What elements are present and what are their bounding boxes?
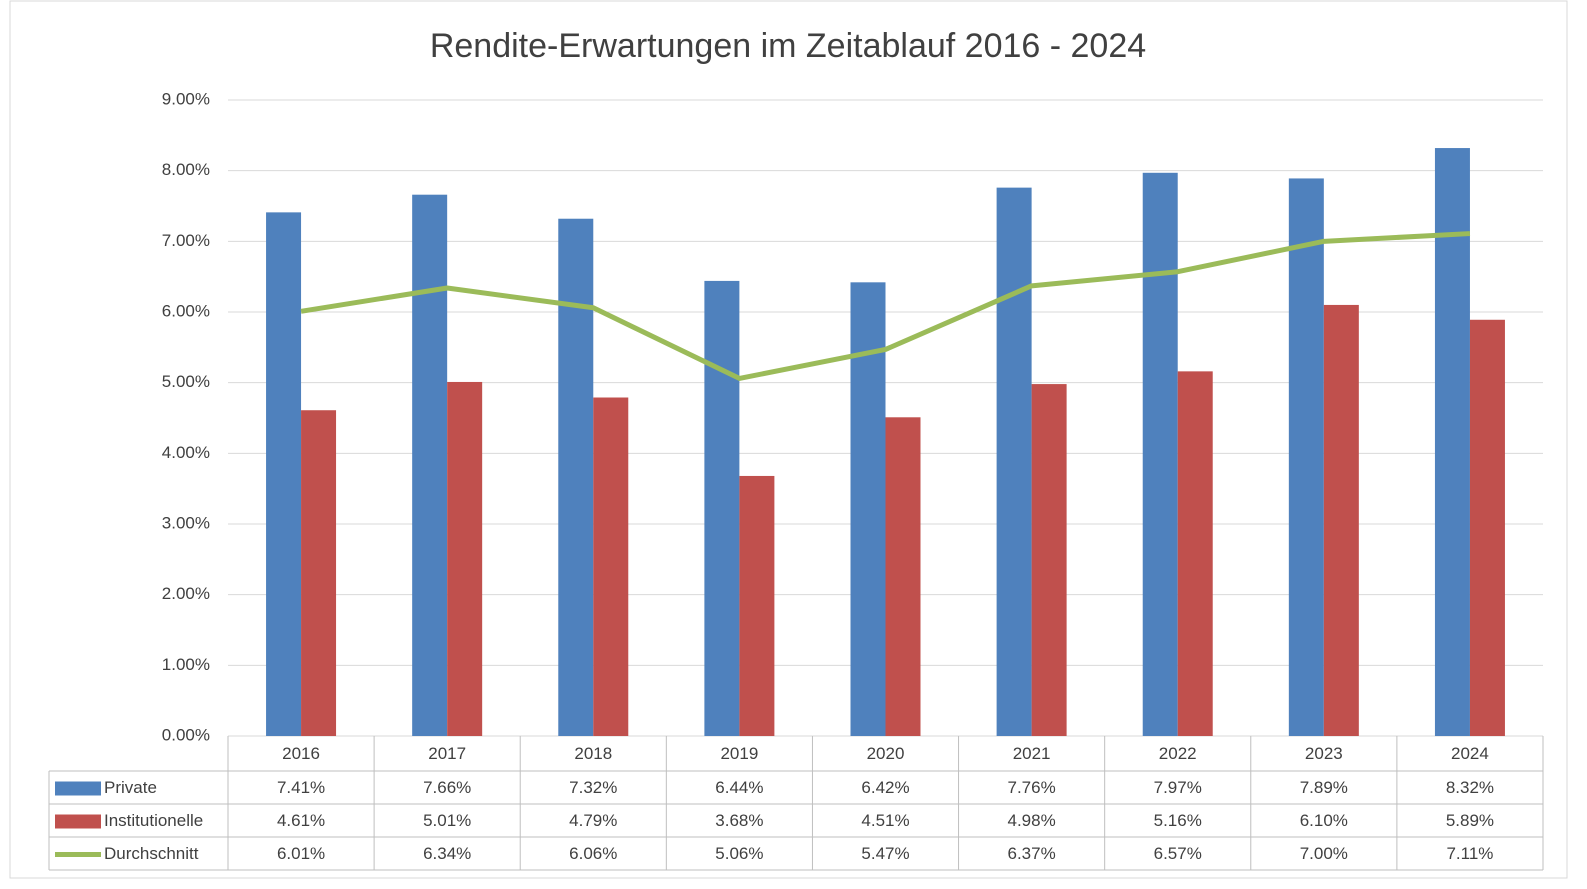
- x-tick-label: 2023: [1305, 744, 1343, 763]
- chart-title: Rendite-Erwartungen im Zeitablauf 2016 -…: [430, 27, 1146, 65]
- bar: [1288, 178, 1324, 736]
- bar: [739, 475, 775, 736]
- bar: [1031, 384, 1067, 736]
- legend-swatch: [55, 781, 101, 796]
- table-value: 7.11%: [1446, 844, 1493, 863]
- y-tick-label: 1.00%: [162, 655, 210, 674]
- table-value: 4.61%: [277, 811, 325, 830]
- y-tick-label: 2.00%: [162, 584, 210, 603]
- x-tick-label: 2017: [428, 744, 466, 763]
- bar: [1177, 371, 1213, 736]
- y-tick-label: 0.00%: [162, 725, 210, 744]
- bar: [996, 187, 1032, 737]
- line: [300, 231, 1471, 381]
- table-value: 5.47%: [861, 844, 909, 863]
- bar: [1142, 172, 1178, 736]
- bar: [850, 282, 886, 736]
- y-tick-label: 4.00%: [162, 443, 210, 462]
- bar: [412, 194, 448, 736]
- table-value: 5.16%: [1154, 811, 1202, 830]
- bar: [1434, 148, 1470, 736]
- x-tick-label: 2024: [1451, 744, 1489, 763]
- legend-label: Institutionelle: [104, 811, 203, 830]
- table-value: 8.32%: [1446, 778, 1494, 797]
- table-value: 7.76%: [1008, 778, 1056, 797]
- table-value: 7.32%: [569, 778, 617, 797]
- y-tick-label: 7.00%: [162, 231, 210, 250]
- x-tick-label: 2018: [574, 744, 612, 763]
- x-tick-label: 2021: [1013, 744, 1051, 763]
- table-value: 6.57%: [1154, 844, 1202, 863]
- table-value: 5.01%: [423, 811, 471, 830]
- y-tick-label: 6.00%: [162, 301, 210, 320]
- table-value: 7.00%: [1300, 844, 1348, 863]
- table-value: 4.79%: [569, 811, 617, 830]
- table-value: 4.98%: [1008, 811, 1056, 830]
- legend-label: Durchschnitt: [104, 844, 199, 863]
- table-value: 7.97%: [1154, 778, 1202, 797]
- table-value: 3.68%: [715, 811, 763, 830]
- legend-swatch: [55, 814, 101, 829]
- table-value: 6.01%: [277, 844, 325, 863]
- y-tick-label: 3.00%: [162, 513, 210, 532]
- x-tick-label: 2022: [1159, 744, 1197, 763]
- bar: [301, 410, 337, 736]
- table-value: 6.44%: [715, 778, 763, 797]
- bar: [1323, 304, 1359, 736]
- x-tick-label: 2019: [720, 744, 758, 763]
- bar: [885, 417, 921, 736]
- y-tick-label: 9.00%: [162, 89, 210, 108]
- table-value: 6.10%: [1300, 811, 1348, 830]
- bar: [704, 280, 740, 736]
- table-value: 6.06%: [569, 844, 617, 863]
- legend-label: Private: [104, 778, 157, 797]
- table-value: 6.34%: [423, 844, 471, 863]
- table-value: 6.42%: [861, 778, 909, 797]
- table-value: 4.51%: [861, 811, 909, 830]
- table-value: 7.66%: [423, 778, 471, 797]
- y-tick-label: 5.00%: [162, 372, 210, 391]
- x-tick-label: 2020: [867, 744, 905, 763]
- table-value: 7.89%: [1300, 778, 1348, 797]
- table-value: 5.06%: [715, 844, 763, 863]
- bar: [266, 212, 302, 737]
- table-value: 5.89%: [1446, 811, 1494, 830]
- table-value: 7.41%: [277, 778, 325, 797]
- bar: [1469, 319, 1505, 736]
- y-tick-label: 8.00%: [162, 160, 210, 179]
- bar: [447, 381, 483, 736]
- bar: [558, 218, 594, 737]
- table-value: 6.37%: [1008, 844, 1056, 863]
- x-tick-label: 2016: [282, 744, 320, 763]
- bar: [593, 397, 629, 736]
